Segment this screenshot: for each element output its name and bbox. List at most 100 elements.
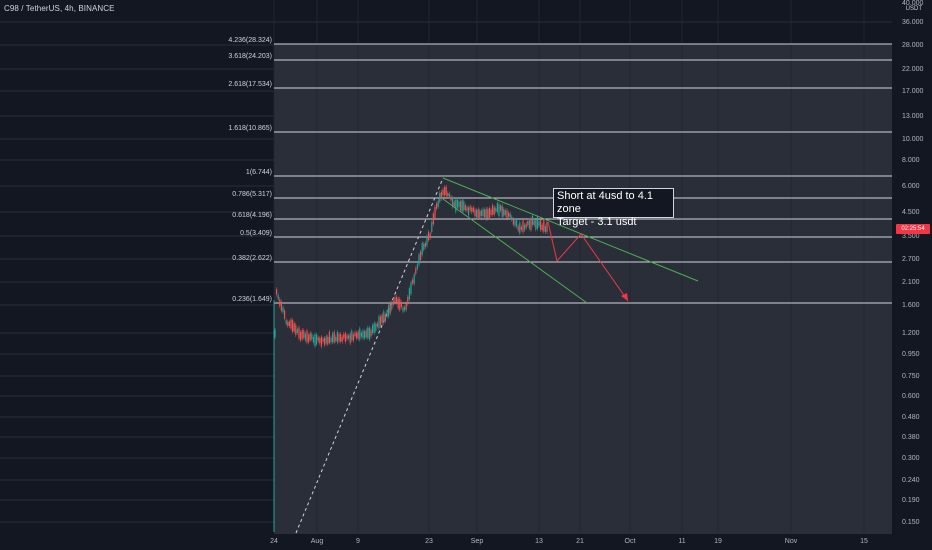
candle-body — [308, 334, 310, 343]
candle-body — [511, 216, 513, 220]
fib-level-label: 3.618(24.203) — [228, 53, 272, 60]
candle-body — [431, 222, 433, 232]
time-axis[interactable]: 24 Aug 9 23 Sep 13 21 Oct 11 19 Nov 15 — [270, 538, 868, 545]
price-label: 8.000 — [902, 157, 920, 164]
candle-body — [439, 192, 441, 202]
candle-body — [540, 219, 542, 230]
candle-body — [500, 205, 502, 211]
candle-body — [442, 189, 444, 196]
candle-body — [508, 212, 510, 217]
candle-body — [332, 333, 334, 343]
candle-body — [408, 288, 410, 300]
candle-body — [445, 186, 447, 196]
price-label: 0.380 — [902, 434, 920, 441]
candle-body — [423, 243, 425, 250]
candle-body — [476, 210, 478, 218]
candle-body — [296, 329, 298, 334]
candle-body — [522, 220, 524, 233]
candle-body — [298, 327, 300, 339]
candle-body — [325, 336, 327, 344]
candle-body — [352, 334, 354, 341]
candle-body — [365, 330, 367, 338]
candle-body — [314, 334, 316, 347]
time-label: 13 — [535, 538, 543, 545]
candle-body — [330, 337, 332, 343]
price-label: 28.000 — [902, 42, 924, 49]
candle-body — [357, 331, 359, 339]
candle-body — [280, 301, 282, 311]
candle-body — [519, 222, 521, 234]
channel-upper-line[interactable] — [442, 177, 699, 282]
trade-note[interactable]: Short at 4usd to 4.1 zone Target - 3.1 u… — [553, 188, 674, 228]
fib-level-label: 0.236(1.649) — [232, 296, 272, 303]
projection-path[interactable] — [547, 221, 629, 302]
candle-body — [487, 209, 489, 219]
candle-body — [532, 215, 534, 225]
fib-retracement[interactable]: 4.236(28.324) 3.618(24.203) 2.618(17.534) 1… — [228, 37, 892, 304]
time-label: 19 — [714, 538, 722, 545]
fib-trend-line — [295, 177, 444, 534]
candle-body — [343, 333, 345, 339]
candle-body — [479, 210, 481, 218]
trade-note-line-2: Target - 3.1 usdt — [557, 216, 637, 228]
candle-body — [335, 337, 337, 341]
candle-body — [277, 295, 279, 299]
candles — [273, 184, 548, 532]
candle-body — [413, 274, 415, 284]
candle-body — [440, 191, 442, 200]
price-label: 0.950 — [902, 351, 920, 358]
price-label: 17.000 — [902, 88, 924, 95]
candle-body — [432, 213, 434, 225]
candle-body — [378, 316, 380, 329]
candle-body — [383, 311, 385, 324]
fib-level-label: 0.382(2.622) — [232, 255, 272, 262]
candle-body — [498, 204, 500, 217]
candle-body — [396, 296, 398, 303]
candle-body — [493, 207, 495, 215]
candle-body — [348, 335, 350, 339]
price-label: 2.100 — [902, 279, 920, 286]
candle-body — [447, 193, 449, 197]
candle-body — [364, 331, 366, 339]
candle-body — [373, 323, 375, 333]
candle-body — [436, 203, 438, 209]
price-axis[interactable]: 40.000 36.000 28.000 22.000 17.000 13.000 10.0… — [902, 0, 924, 526]
candle-body — [536, 217, 538, 229]
candle-body — [461, 200, 463, 212]
candle-body — [290, 319, 292, 329]
candle-body — [524, 224, 526, 230]
candle-body — [410, 282, 412, 294]
candle-body — [400, 302, 402, 308]
time-label: 23 — [425, 538, 433, 545]
candle-body — [463, 201, 465, 211]
candle-body — [317, 337, 319, 341]
candle-body — [359, 328, 361, 340]
candle-body — [367, 327, 369, 338]
candle-body — [284, 310, 286, 319]
candle-body — [381, 314, 383, 323]
candle-body — [474, 209, 476, 217]
candle-body — [544, 226, 546, 232]
price-label: 0.150 — [902, 519, 920, 526]
price-label: 22.000 — [902, 66, 924, 73]
candle-body — [452, 197, 454, 207]
candle-body — [517, 226, 519, 231]
fib-level-label: 0.786(5.317) — [232, 191, 272, 198]
candle-body — [520, 226, 522, 230]
fib-level-label: 4.236(28.324) — [228, 37, 272, 44]
candle-body — [300, 331, 302, 341]
candle-body — [372, 325, 374, 334]
channel-lower-line[interactable] — [442, 198, 588, 304]
candle-body — [340, 334, 342, 342]
candle-body — [533, 220, 535, 225]
candle-body — [420, 251, 422, 260]
candle-body — [488, 207, 490, 218]
candle-body — [274, 329, 276, 338]
candle-body — [506, 210, 508, 219]
candle-body — [421, 243, 423, 255]
price-label: 4.500 — [902, 209, 920, 216]
candle-body — [282, 307, 284, 313]
candle-body — [341, 336, 343, 342]
candle-body — [490, 209, 492, 216]
